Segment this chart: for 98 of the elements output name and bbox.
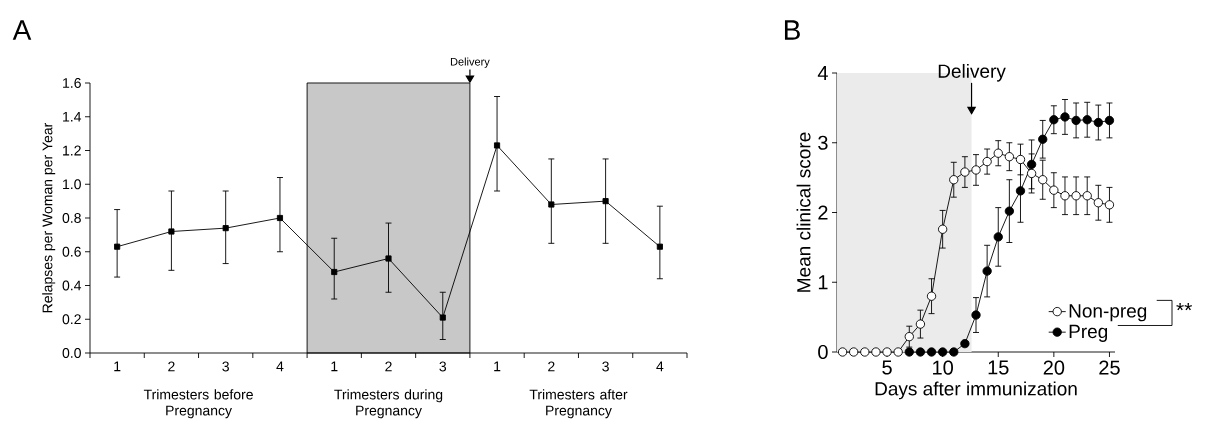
annotation: Delivery [938, 63, 1006, 82]
point [548, 201, 555, 208]
x-tick-label: 2 [385, 361, 392, 372]
point [971, 310, 981, 320]
point [926, 291, 937, 301]
y-tick-label: 1.6 [63, 78, 81, 88]
point [1093, 117, 1103, 128]
point [222, 225, 229, 232]
point [1038, 175, 1048, 185]
text: Trimesters during Pregnancy [334, 389, 443, 419]
text: ** [1176, 302, 1192, 311]
x-tick-label: 1 [494, 361, 501, 372]
x-tick-label: 1 [114, 361, 121, 372]
point [849, 347, 859, 357]
x-tick-label: 3 [222, 361, 229, 372]
point [904, 332, 914, 342]
point [1082, 191, 1092, 201]
x-tick-label: 1 [331, 361, 338, 372]
x-tick-label: 4 [276, 361, 284, 372]
x-tick-label: 3 [602, 361, 609, 372]
point [1049, 185, 1059, 195]
x-tick-label: 2 [168, 361, 175, 372]
y-tick-label: 4 [817, 66, 828, 80]
point [837, 347, 848, 357]
y-tick-label: 1.0 [63, 179, 81, 190]
point [439, 314, 446, 321]
x-tick-label: 2 [548, 361, 555, 372]
y-tick-label: 1 [818, 275, 828, 290]
point [938, 224, 948, 234]
point [960, 338, 970, 349]
y-tick-label: 0.4 [62, 280, 82, 291]
point [1071, 115, 1081, 126]
y-tick-label: 0.6 [62, 246, 81, 257]
point [893, 347, 903, 357]
point [926, 347, 937, 357]
point [949, 347, 959, 357]
y-tick-label: 0.0 [62, 348, 81, 358]
point [860, 347, 870, 357]
point [1004, 152, 1015, 162]
y-tick-label: 0.8 [62, 213, 81, 223]
text: Delivery [450, 57, 490, 68]
y-axis-title: Relapses per Woman per Year [42, 122, 56, 313]
point [915, 347, 926, 357]
point [915, 319, 926, 329]
point [114, 243, 121, 250]
point [982, 156, 992, 167]
y-tick-label: 0.2 [62, 314, 81, 325]
point [168, 228, 175, 235]
point [938, 347, 948, 357]
point [1104, 200, 1115, 210]
point [1060, 112, 1070, 122]
y-tick-label: 1.2 [63, 145, 81, 156]
point [1104, 115, 1115, 126]
point [1093, 198, 1103, 208]
point [656, 243, 663, 250]
point [331, 268, 338, 276]
x-tick-label: 15 [988, 360, 1009, 375]
text: Trimesters after Pregnancy [529, 389, 628, 419]
point [1026, 159, 1037, 170]
y-tick-label: 1.4 [63, 111, 82, 122]
point [1026, 168, 1037, 179]
x-tick-label: 5 [882, 360, 892, 375]
point [1015, 154, 1026, 165]
point [993, 148, 1003, 158]
x-tick-label: 4 [656, 361, 664, 372]
legend-label: Preg [1069, 324, 1108, 342]
legend-label: Non-preg [1069, 304, 1147, 322]
point [1071, 191, 1081, 201]
point [871, 347, 881, 357]
point [904, 347, 914, 357]
point [602, 198, 609, 205]
x-axis-title: Days after immunization [875, 381, 1077, 400]
point [993, 232, 1003, 242]
x-tick-label: 10 [933, 360, 953, 375]
point [982, 266, 992, 276]
point [385, 255, 392, 262]
point [1082, 115, 1092, 125]
x-tick-label: 3 [439, 361, 447, 372]
point [1015, 186, 1026, 196]
y-tick-label: 2 [818, 205, 828, 220]
point [494, 142, 501, 149]
chart-title: B [784, 20, 800, 40]
point [949, 175, 959, 185]
x-tick-label: 25 [1099, 360, 1120, 375]
x-tick-label: 20 [1043, 360, 1065, 375]
text: Trimesters before Pregnancy [143, 389, 253, 419]
point [1038, 134, 1048, 144]
y-axis-title: Mean clinical score [796, 132, 811, 292]
point [276, 214, 284, 222]
point [971, 165, 981, 175]
chart-title: A [12, 20, 32, 40]
y-tick-label: 3 [818, 135, 828, 150]
point [960, 167, 970, 177]
y-tick-label: 0 [818, 344, 828, 360]
point [882, 347, 892, 357]
point [1060, 191, 1070, 201]
point [1004, 206, 1015, 216]
point [1049, 115, 1059, 125]
